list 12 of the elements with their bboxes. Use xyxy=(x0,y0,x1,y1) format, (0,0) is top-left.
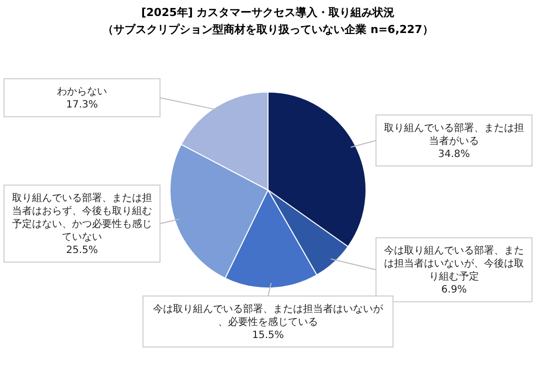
data-label: 34.8% xyxy=(438,148,470,160)
data-label: 15.5% xyxy=(252,330,284,341)
data-label: 17.3% xyxy=(66,100,98,111)
chart-title: [2025年] カスタマーサクセス導入・取り組み状況 xyxy=(141,6,395,19)
slice-label: 今は取り組んでいる部署、または担当者はいないが、今後は取り組む予定 xyxy=(384,244,524,283)
data-label: 25.5% xyxy=(66,245,98,256)
slice-label: 取り組んでいる部署、または担当者がいる xyxy=(384,122,524,147)
slice-label: 取り組んでいる部署、または担当者はおらず、今後も取り組む予定はない、かつ必要性も感じていない xyxy=(12,192,152,244)
chart-subtitle: （サブスクリプション型商材を取り扱っていない企業 n=6,227） xyxy=(102,23,434,36)
slice-label: わからない xyxy=(57,86,107,98)
data-label: 6.9% xyxy=(441,284,467,296)
slice-label: 今は取り組んでいる部署、または担当者はいないが、必要性を感じている xyxy=(153,303,384,328)
